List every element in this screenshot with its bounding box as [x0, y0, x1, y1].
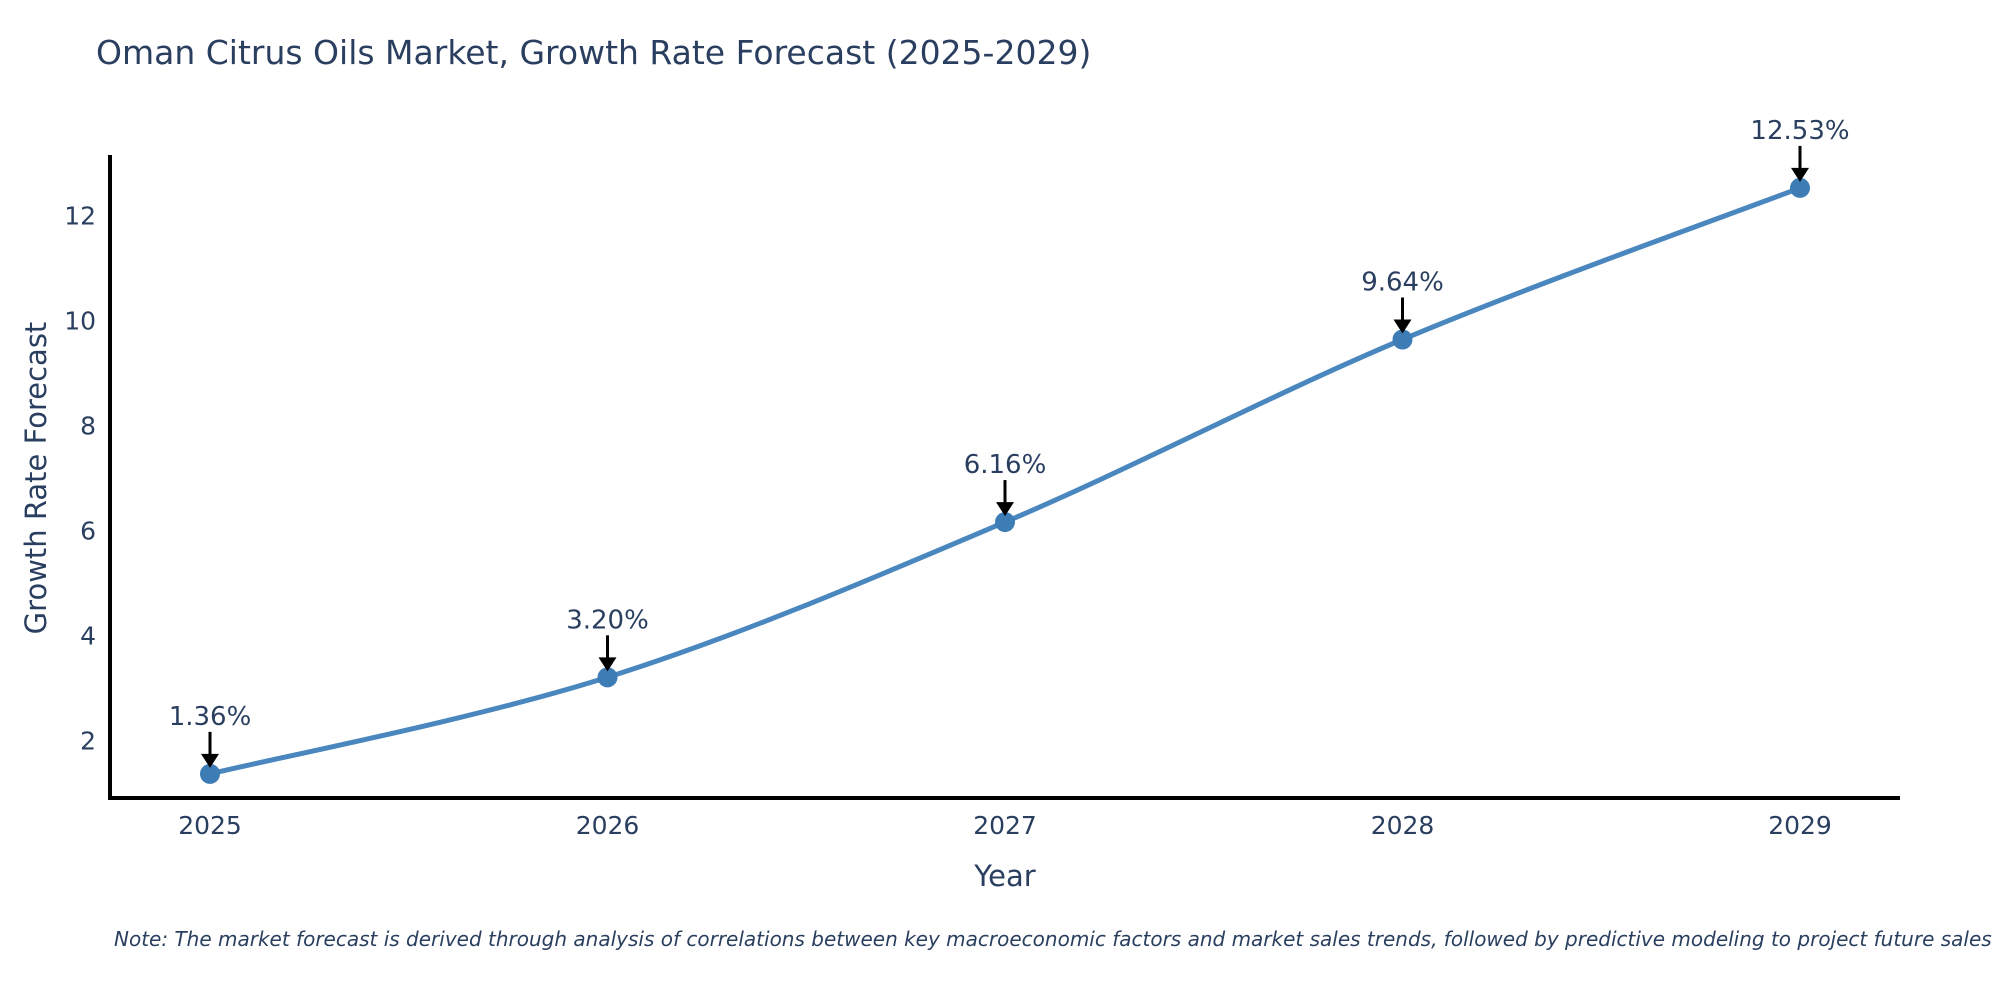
y-tick-label: 12	[64, 202, 96, 231]
annotation-arrow-head	[201, 753, 219, 768]
data-point-marker	[1392, 329, 1413, 350]
point-value-label: 12.53%	[1750, 116, 1849, 146]
x-tick-label: 2029	[1768, 811, 1832, 840]
y-tick-label: 8	[80, 412, 96, 441]
y-tick-labels: 2 4 6 8 10 12	[64, 202, 96, 756]
point-value-label: 6.16%	[964, 450, 1047, 480]
annotation-arrow-head	[1393, 319, 1412, 334]
annotation-arrow-head	[996, 502, 1014, 517]
x-tick-labels: 2025 2026 2027 2028 2029	[178, 811, 1832, 840]
y-tick-label: 10	[64, 307, 96, 336]
x-tick-label: 2027	[973, 811, 1037, 840]
data-point-marker	[1790, 177, 1810, 198]
annotation-arrow-head	[1791, 167, 1809, 182]
y-tick-label: 6	[80, 516, 96, 545]
point-value-label: 1.36%	[169, 702, 252, 732]
data-point-marker	[200, 763, 220, 784]
x-tick-label: 2026	[576, 811, 640, 840]
data-point-marker	[995, 512, 1015, 533]
data-points	[200, 177, 1810, 784]
y-tick-label: 2	[80, 726, 96, 755]
point-value-label: 3.20%	[566, 605, 649, 635]
chart-title: Oman Citrus Oils Market, Growth Rate For…	[96, 33, 1091, 72]
y-tick-label: 4	[80, 621, 96, 650]
y-axis-title: Growth Rate Forecast	[19, 322, 53, 635]
data-point-marker	[597, 667, 618, 688]
x-tick-label: 2028	[1371, 811, 1435, 840]
point-annotations: 1.36% 3.20% 6.16% 9.64% 12.53%	[169, 116, 1850, 768]
x-axis-title: Year	[973, 859, 1035, 893]
x-tick-label: 2025	[178, 811, 242, 840]
point-value-label: 9.64%	[1361, 268, 1444, 298]
annotation-arrow-head	[598, 657, 617, 672]
footnote: Note: The market forecast is derived thr…	[114, 927, 1992, 951]
